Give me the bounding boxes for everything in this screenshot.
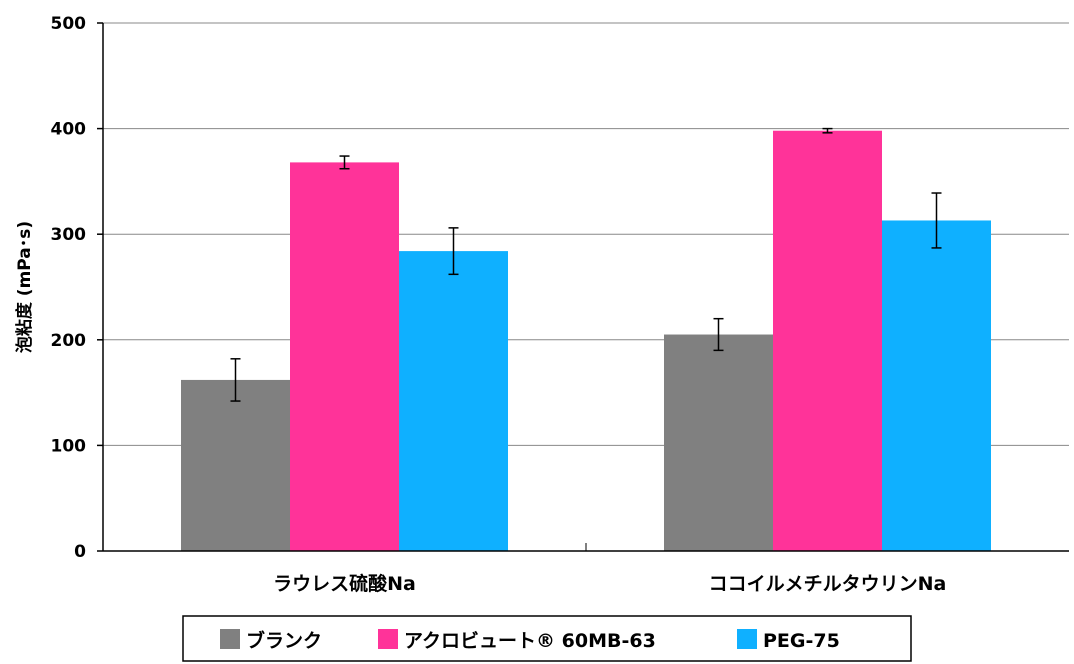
y-tick-label: 200 <box>51 331 87 351</box>
bar <box>664 334 773 551</box>
axes <box>97 22 1069 552</box>
x-category-labels: ラウレス硫酸Na ココイルメチルタウリンNa <box>273 572 946 595</box>
bar <box>882 220 991 552</box>
y-tick-labels: 0 100 200 300 400 500 <box>51 14 87 562</box>
legend: ブランク アクロビュート® 60MB-63 PEG-75 <box>182 615 912 662</box>
bar <box>290 162 399 551</box>
legend-label: ブランク <box>246 629 322 652</box>
y-tick-label: 300 <box>51 225 87 245</box>
legend-box <box>182 615 912 662</box>
bar <box>181 379 290 551</box>
legend-label: PEG-75 <box>763 630 840 652</box>
y-tick-label: 400 <box>51 120 87 140</box>
bar <box>773 130 882 551</box>
bar <box>399 251 508 551</box>
error-bars <box>230 127 942 402</box>
y-tick-label: 500 <box>51 14 87 34</box>
y-tick-label: 0 <box>74 542 86 562</box>
category-label: ラウレス硫酸Na <box>273 572 416 595</box>
legend-label: アクロビュート® 60MB-63 <box>404 630 656 652</box>
y-axis-title: 泡粘度 (mPa･s) <box>14 221 35 353</box>
category-label: ココイルメチルタウリンNa <box>709 573 947 595</box>
y-tick-label: 100 <box>51 436 87 456</box>
legend-swatch <box>220 629 240 649</box>
legend-swatch <box>378 629 398 649</box>
bars <box>181 130 991 552</box>
legend-swatch <box>737 629 757 649</box>
